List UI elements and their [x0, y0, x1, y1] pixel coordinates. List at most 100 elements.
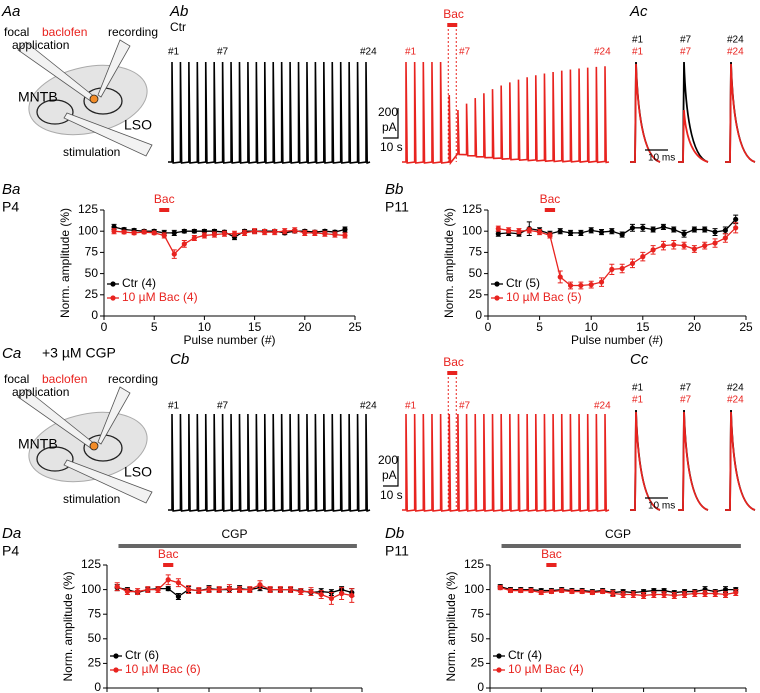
data-point [165, 577, 171, 583]
data-point [135, 588, 141, 595]
recording-pipette [97, 39, 131, 98]
data-point [712, 229, 718, 235]
pulse-label: #1 [405, 401, 417, 412]
legend-label: Ctr (5) [506, 276, 540, 290]
overlay-trace [725, 411, 756, 511]
data-point [588, 227, 594, 233]
data-point [712, 590, 718, 597]
data-point [201, 232, 207, 239]
data-point [650, 247, 656, 253]
y-tick-label: 100 [78, 223, 98, 237]
legend-label: Ctr (4) [508, 648, 542, 662]
data-point [691, 226, 698, 233]
recording-pipette [97, 386, 131, 445]
pulse-label: #24 [727, 47, 744, 58]
series-line [498, 218, 737, 236]
data-point [640, 254, 646, 260]
data-point [537, 229, 543, 235]
scale-label: pA [382, 468, 397, 482]
panel-label: Aa [1, 3, 20, 20]
data-point [181, 241, 187, 247]
y-axis-label: Norm. amplitude (%) [442, 208, 456, 318]
condition-label: +3 µM CGP [42, 345, 116, 361]
data-point [691, 246, 698, 252]
data-point [722, 235, 728, 241]
recorded-cell [89, 94, 99, 104]
panel-label: Cb [170, 351, 189, 368]
x-axis-label: Pulse number (#) [183, 333, 275, 347]
data-point [302, 230, 308, 236]
scale-label: 10 ms [648, 153, 675, 164]
data-point [692, 590, 698, 597]
drug-label: Bac [158, 547, 179, 561]
data-point [495, 231, 501, 237]
data-point [650, 226, 656, 233]
data-point [221, 231, 228, 237]
schematic-text: recording [108, 25, 158, 39]
y-tick-label: 50 [471, 631, 485, 645]
data-point [660, 243, 667, 249]
overlay-trace [630, 411, 661, 511]
schematic-text: application [12, 385, 69, 399]
panel-label: Ba [2, 181, 20, 198]
age-label: P11 [385, 199, 409, 215]
pulse-label: #7 [680, 47, 692, 58]
data-point [247, 587, 253, 593]
y-axis-label: Norm. amplitude (%) [61, 571, 75, 681]
data-point [660, 224, 667, 230]
stimulation-pipette [63, 112, 153, 157]
overlay-trace [678, 411, 709, 511]
y-tick-label: 0 [91, 308, 98, 322]
data-point [349, 592, 355, 599]
legend-label: 10 µM Bac (5) [506, 290, 582, 304]
scale-label: 10 s [380, 140, 403, 154]
legend-label: 10 µM Bac (4) [122, 290, 198, 304]
data-point [237, 587, 243, 593]
data-point [121, 229, 127, 235]
pulse-label: #7 [680, 383, 692, 394]
y-tick-label: 125 [78, 202, 98, 216]
data-point [557, 228, 563, 234]
y-tick-label: 0 [477, 680, 484, 693]
data-point [681, 243, 687, 249]
scale-label: 10 ms [648, 501, 675, 512]
data-point [262, 229, 268, 235]
legend-marker [113, 667, 119, 673]
age-label: P11 [385, 543, 409, 559]
panel-label: Cc [630, 351, 649, 368]
y-tick-label: 75 [471, 606, 485, 620]
panel-label: Bb [385, 181, 403, 198]
x-tick-label: 15 [248, 320, 262, 334]
data-point [322, 231, 328, 237]
data-point [161, 232, 167, 239]
data-point [671, 592, 677, 599]
data-point [516, 228, 522, 234]
data-point [186, 587, 192, 593]
data-point [252, 228, 258, 234]
drug-label: Bac [443, 355, 464, 369]
pulse-label: #7 [680, 395, 692, 406]
data-point [609, 228, 615, 234]
data-point [241, 230, 248, 236]
age-label: P4 [2, 199, 19, 215]
data-point [559, 587, 565, 594]
data-point [702, 243, 708, 249]
x-axis-label: Pulse number (#) [571, 333, 663, 347]
legend-label: Ctr (4) [122, 276, 156, 290]
data-point [277, 587, 283, 593]
data-point [342, 232, 348, 239]
data-point [181, 228, 187, 234]
data-point [538, 589, 544, 596]
data-point [630, 591, 636, 598]
series-line [113, 229, 346, 256]
schematic-text: LSO [124, 464, 152, 480]
data-point [733, 225, 739, 231]
schematic-text: stimulation [63, 492, 120, 506]
y-tick-label: 25 [469, 287, 483, 301]
drug-label: Bac [541, 547, 562, 561]
data-point [722, 591, 729, 598]
pulse-label: #7 [217, 47, 229, 58]
pulse-label: #7 [680, 35, 692, 46]
y-tick-label: 125 [462, 202, 482, 216]
